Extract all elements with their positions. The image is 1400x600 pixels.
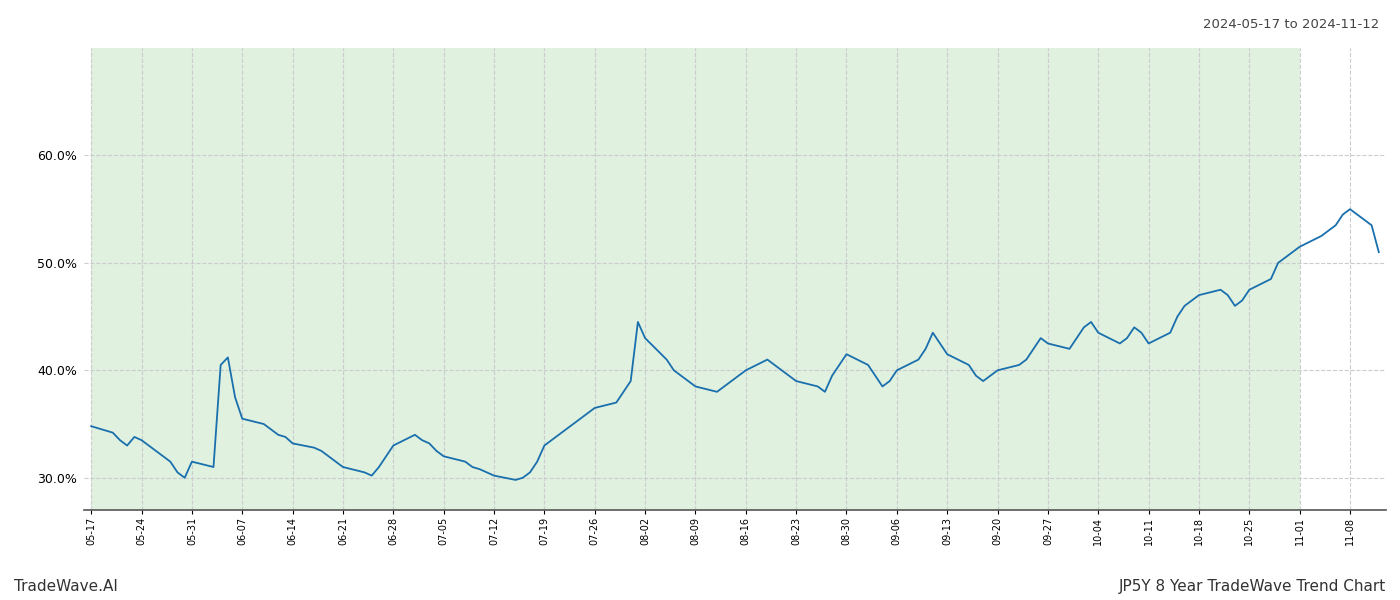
Bar <box>91 48 1299 510</box>
Text: TradeWave.AI: TradeWave.AI <box>14 579 118 594</box>
Text: JP5Y 8 Year TradeWave Trend Chart: JP5Y 8 Year TradeWave Trend Chart <box>1119 579 1386 594</box>
Text: 2024-05-17 to 2024-11-12: 2024-05-17 to 2024-11-12 <box>1203 18 1379 31</box>
